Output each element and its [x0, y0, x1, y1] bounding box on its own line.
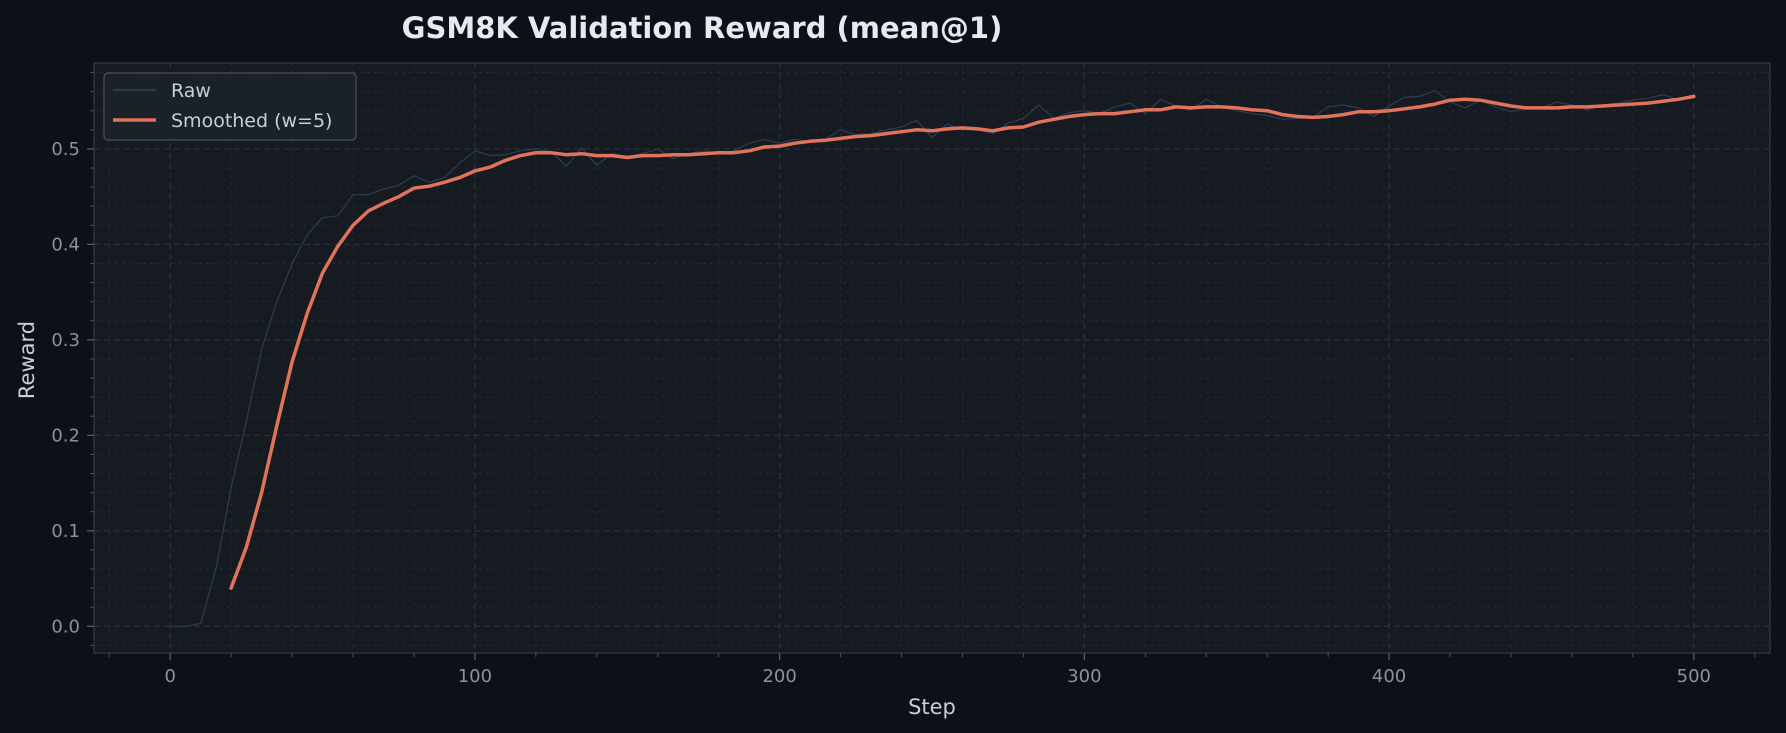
legend-box: [103, 72, 357, 141]
y-tick-label: 0.4: [51, 234, 80, 255]
legend: Raw Smoothed (w=5): [103, 72, 357, 141]
y-tick-label: 0.2: [51, 425, 80, 446]
x-tick-label: 0: [164, 666, 175, 687]
raw-series-line: [169, 90, 1695, 627]
y-tick-label: 0.1: [51, 521, 80, 542]
series-layer: [169, 90, 1696, 627]
plot-area: [93, 62, 1771, 654]
x-tick-label: 300: [1067, 666, 1101, 687]
y-axis-title: Reward: [15, 321, 39, 399]
x-tick-label: 100: [458, 666, 492, 687]
minor-grid: [94, 63, 1770, 653]
y-axis: 0.0 0.1 0.2 0.3 0.4 0.5: [51, 72, 94, 646]
x-tick-label: 500: [1677, 666, 1711, 687]
smoothed-series-line: [229, 94, 1696, 590]
major-grid: [94, 63, 1770, 653]
legend-label-raw: Raw: [171, 80, 211, 102]
y-tick-label: 0.3: [51, 330, 80, 351]
x-axis: 0 100 200 300 400 500: [108, 653, 1756, 687]
x-axis-title: Step: [908, 695, 956, 719]
x-tick-label: 200: [762, 666, 796, 687]
y-tick-label: 0.0: [51, 616, 80, 637]
x-tick-label: 400: [1372, 666, 1406, 687]
chart-title: GSM8K Validation Reward (mean@1): [402, 11, 1003, 45]
legend-label-smoothed: Smoothed (w=5): [171, 110, 332, 132]
y-tick-label: 0.5: [51, 139, 80, 160]
